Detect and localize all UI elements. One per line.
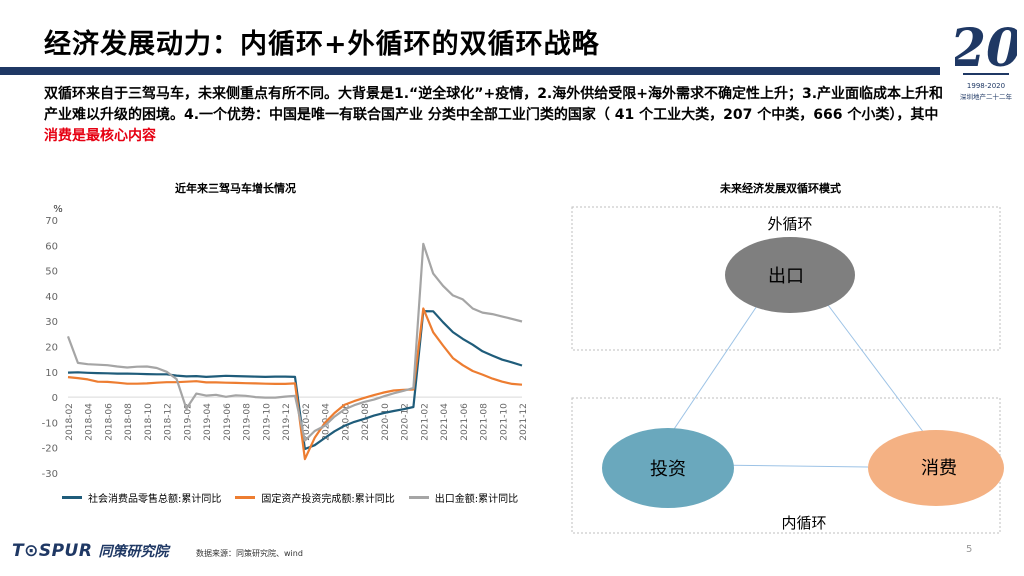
x-tick-label-23: 2021-12 xyxy=(519,403,529,441)
page-number: 5 xyxy=(966,544,973,555)
x-tick-label-20: 2021-06 xyxy=(460,403,470,441)
y-axis-unit: % xyxy=(53,204,63,215)
x-tick-label-15: 2020-08 xyxy=(361,403,371,441)
x-tick-label-1: 2018-04 xyxy=(85,403,95,441)
x-tick-label-14: 2020-06 xyxy=(341,403,351,441)
y-tick-label-0: -30 xyxy=(42,469,58,480)
intro-text: 双循环来自于三驾马车，未来侧重点有所不同。大背景是1.“逆全球化”+疫情，2.海… xyxy=(44,86,944,123)
x-tick-label-8: 2019-06 xyxy=(223,403,233,441)
consumption-node xyxy=(868,430,1004,506)
connector-export-consumption xyxy=(821,296,925,434)
footer-brand-cn: 同策研究院 xyxy=(98,544,169,560)
x-tick-label-17: 2020-12 xyxy=(401,403,411,441)
x-tick-label-18: 2021-02 xyxy=(420,403,430,441)
x-tick-label-5: 2018-12 xyxy=(164,403,174,441)
footer-logo: T⊙SPUR 同策研究院 xyxy=(12,541,168,561)
inner-loop-label: 内循环 xyxy=(781,514,826,532)
y-tick-label-1: -20 xyxy=(42,444,58,455)
x-tick-label-19: 2021-04 xyxy=(440,403,450,441)
export-node xyxy=(725,237,855,313)
export-node-label: 出口 xyxy=(768,266,804,287)
logo-subtitle: 深圳地产二十二年 xyxy=(960,92,1013,101)
y-tick-label-7: 40 xyxy=(45,292,58,303)
legend-swatch-retail xyxy=(62,496,82,499)
x-tick-label-3: 2018-08 xyxy=(124,403,134,441)
series-line-2 xyxy=(66,242,523,442)
intro-highlight: 消费是最核心内容 xyxy=(44,128,156,144)
y-tick-label-6: 30 xyxy=(45,317,58,328)
logo-years: 1998-2020 xyxy=(967,82,1005,90)
x-tick-label-10: 2019-10 xyxy=(262,403,272,441)
page-title: 经济发展动力：内循环+外循环的双循环战略 xyxy=(44,29,600,60)
y-tick-label-9: 60 xyxy=(45,241,58,252)
x-tick-label-6: 2019-02 xyxy=(183,403,193,441)
y-tick-label-2: -10 xyxy=(42,418,58,429)
diagram-title: 未来经济发展双循环模式 xyxy=(720,182,841,195)
x-tick-label-22: 2021-10 xyxy=(499,403,509,441)
connector-investment-consumption xyxy=(709,464,869,468)
x-tick-label-9: 2019-08 xyxy=(243,403,253,441)
dual-circulation-diagram: 外循环 出口 投资 消费 内循环 xyxy=(571,206,1004,534)
series-line-0 xyxy=(67,309,523,451)
x-tick-label-4: 2018-10 xyxy=(144,403,154,441)
svg-text:20: 20 xyxy=(955,18,1017,79)
legend-label-investment: 固定资产投资完成额:累计同比 xyxy=(261,494,395,505)
y-tick-label-3: 0 xyxy=(52,393,58,404)
legend-swatch-export xyxy=(408,496,429,499)
y-tick-label-10: 70 xyxy=(45,216,58,227)
footer-brand: T⊙SPUR xyxy=(12,541,93,561)
x-tick-label-11: 2019-12 xyxy=(282,403,292,441)
x-tick-label-21: 2021-08 xyxy=(480,403,490,441)
connector-export-investment xyxy=(665,296,764,442)
legend-label-export: 出口金额:累计同比 xyxy=(434,494,519,505)
title-rule xyxy=(0,67,940,75)
intro-paragraph: 双循环来自于三驾马车，未来侧重点有所不同。大背景是1.“逆全球化”+疫情，2.海… xyxy=(44,84,944,147)
series-line-1 xyxy=(67,307,523,461)
anniversary-logo: 20 1998-2020 深圳地产二十二年 xyxy=(955,14,1017,101)
chart-legend: 社会消费品零售总额:累计同比 固定资产投资完成额:累计同比 出口金额:累计同比 xyxy=(62,490,518,505)
legend-label-retail: 社会消费品零售总额:累计同比 xyxy=(88,494,222,505)
legend-item-retail: 社会消费品零售总额:累计同比 xyxy=(62,490,221,505)
legend-item-investment: 固定资产投资完成额:累计同比 xyxy=(235,490,395,505)
line-chart: % -30 -20 -10 0 10 20 30 40 50 60 70 2018-02 2018-04 2… xyxy=(42,204,529,480)
x-tick-label-16: 2020-10 xyxy=(381,403,391,441)
outer-loop-box xyxy=(571,206,1001,351)
x-tick-label-2: 2018-06 xyxy=(104,403,114,441)
x-tick-label-7: 2019-04 xyxy=(203,403,213,441)
consumption-node-label: 消费 xyxy=(921,458,957,479)
outer-loop-label: 外循环 xyxy=(767,215,812,233)
legend-swatch-investment xyxy=(235,496,256,499)
x-tick-label-0: 2018-02 xyxy=(65,403,75,441)
investment-node xyxy=(602,428,734,508)
y-tick-label-8: 50 xyxy=(45,267,58,278)
y-tick-label-4: 10 xyxy=(45,368,58,379)
legend-item-export: 出口金额:累计同比 xyxy=(408,490,519,505)
investment-node-label: 投资 xyxy=(650,459,686,480)
y-tick-label-5: 20 xyxy=(45,343,58,354)
x-tick-label-12: 2020-02 xyxy=(302,403,312,441)
inner-loop-box xyxy=(571,397,1001,534)
chart-title: 近年来三驾马车增长情况 xyxy=(175,182,296,195)
data-source: 数据来源：同策研究院、wind xyxy=(196,549,303,558)
